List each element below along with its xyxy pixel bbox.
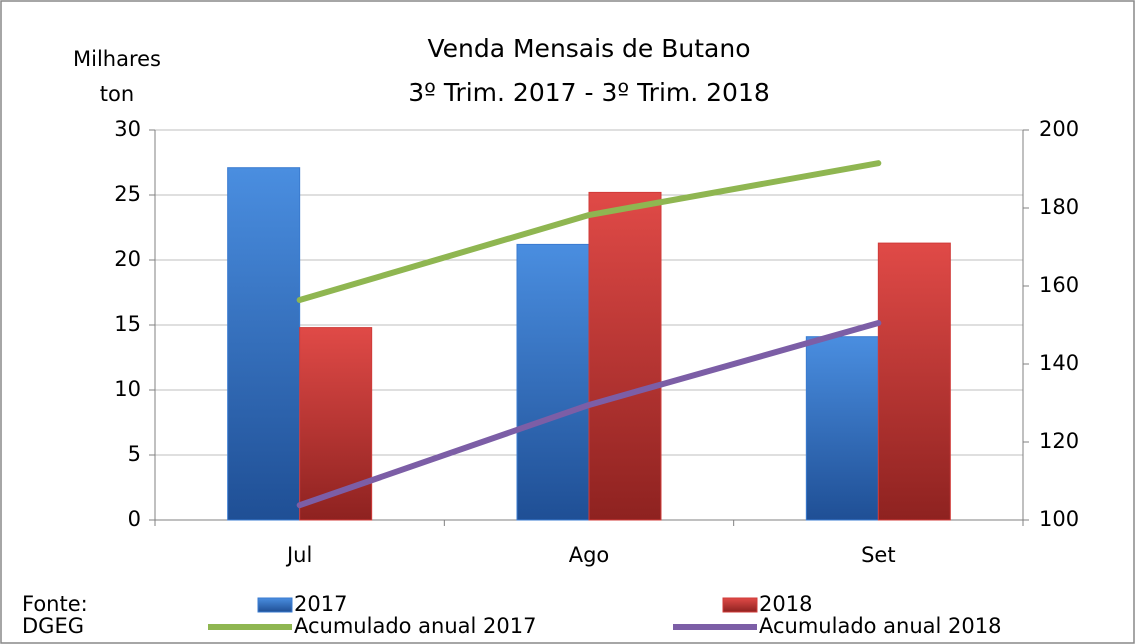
source-label: DGEG [22, 614, 84, 638]
y-axis-label: Milhares [73, 47, 161, 71]
legend-label: Acumulado anual 2018 [759, 614, 1001, 638]
y2-tick-label: 120 [1039, 429, 1079, 453]
x-tick-label: Set [861, 543, 895, 567]
source-label: Fonte: [22, 592, 88, 616]
y2-tick-label: 180 [1039, 195, 1079, 219]
y-tick-label: 20 [114, 247, 141, 271]
y-axis-label: ton [100, 82, 134, 106]
bar [227, 167, 301, 521]
legend-label: 2017 [294, 592, 347, 616]
y-tick-label: 5 [128, 442, 141, 466]
y2-tick-label: 140 [1039, 351, 1079, 375]
chart-subtitle: 3º Trim. 2017 - 3º Trim. 2018 [408, 78, 770, 107]
y-tick-label: 30 [114, 117, 141, 141]
y2-tick-label: 200 [1039, 117, 1079, 141]
bar [588, 191, 662, 521]
line-series [296, 320, 882, 509]
bar [299, 327, 373, 521]
bar [805, 336, 879, 521]
bar [877, 242, 951, 521]
x-tick-label: Jul [285, 543, 312, 567]
legend-label: 2018 [759, 592, 812, 616]
legend-swatch [722, 597, 758, 613]
y2-tick-label: 100 [1039, 507, 1079, 531]
line-series [296, 160, 882, 304]
bar [516, 243, 590, 521]
chart-title: Venda Mensais de Butano [427, 34, 750, 63]
x-tick-label: Ago [569, 543, 610, 567]
legend-swatch [257, 597, 293, 613]
y-tick-label: 25 [114, 182, 141, 206]
y2-tick-label: 160 [1039, 273, 1079, 297]
y-tick-label: 10 [114, 377, 141, 401]
y-tick-label: 15 [114, 312, 141, 336]
y-tick-label: 0 [128, 507, 141, 531]
legend-label: Acumulado anual 2017 [294, 614, 536, 638]
